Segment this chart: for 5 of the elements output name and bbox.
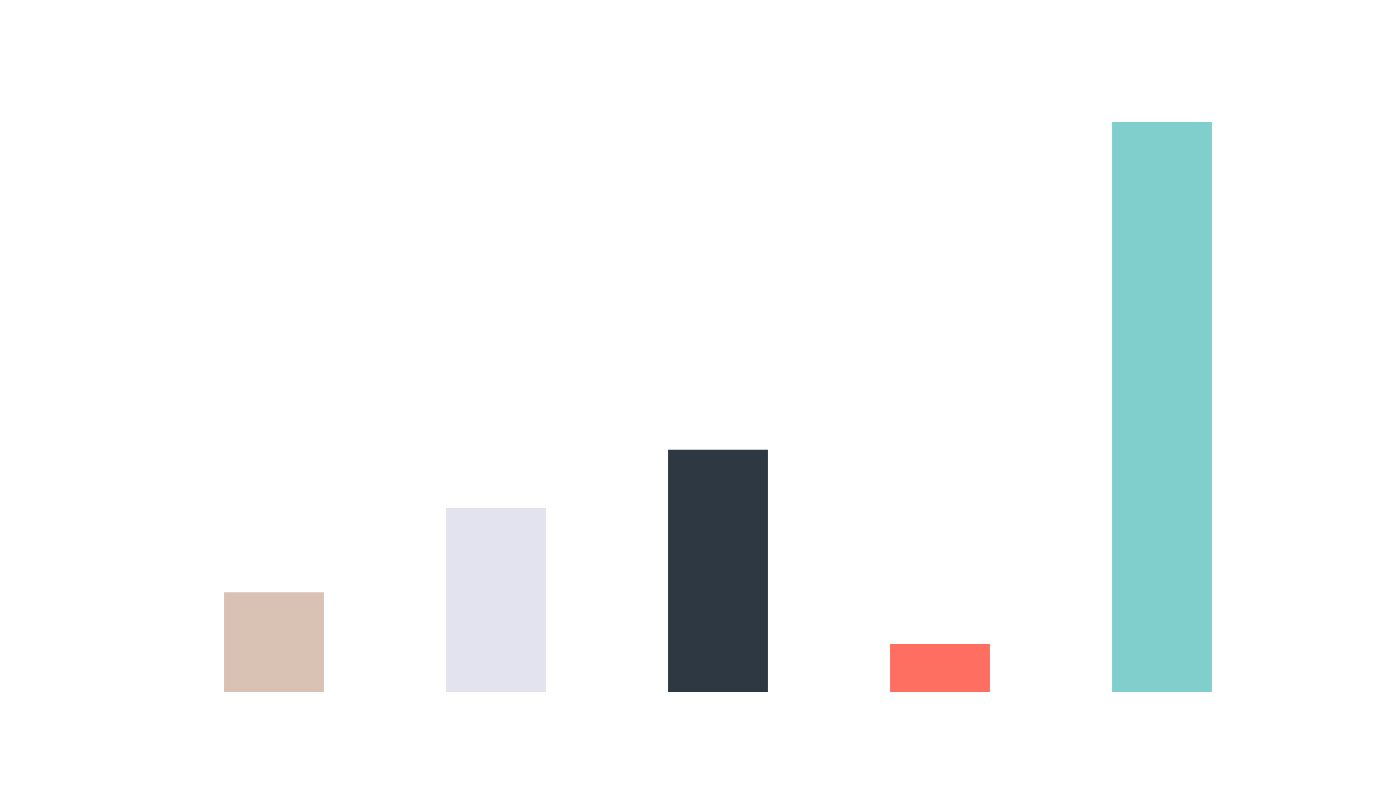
bar [668, 449, 768, 692]
bar [446, 507, 546, 692]
bar [1112, 122, 1212, 692]
bar [224, 592, 324, 692]
bar [890, 644, 990, 692]
